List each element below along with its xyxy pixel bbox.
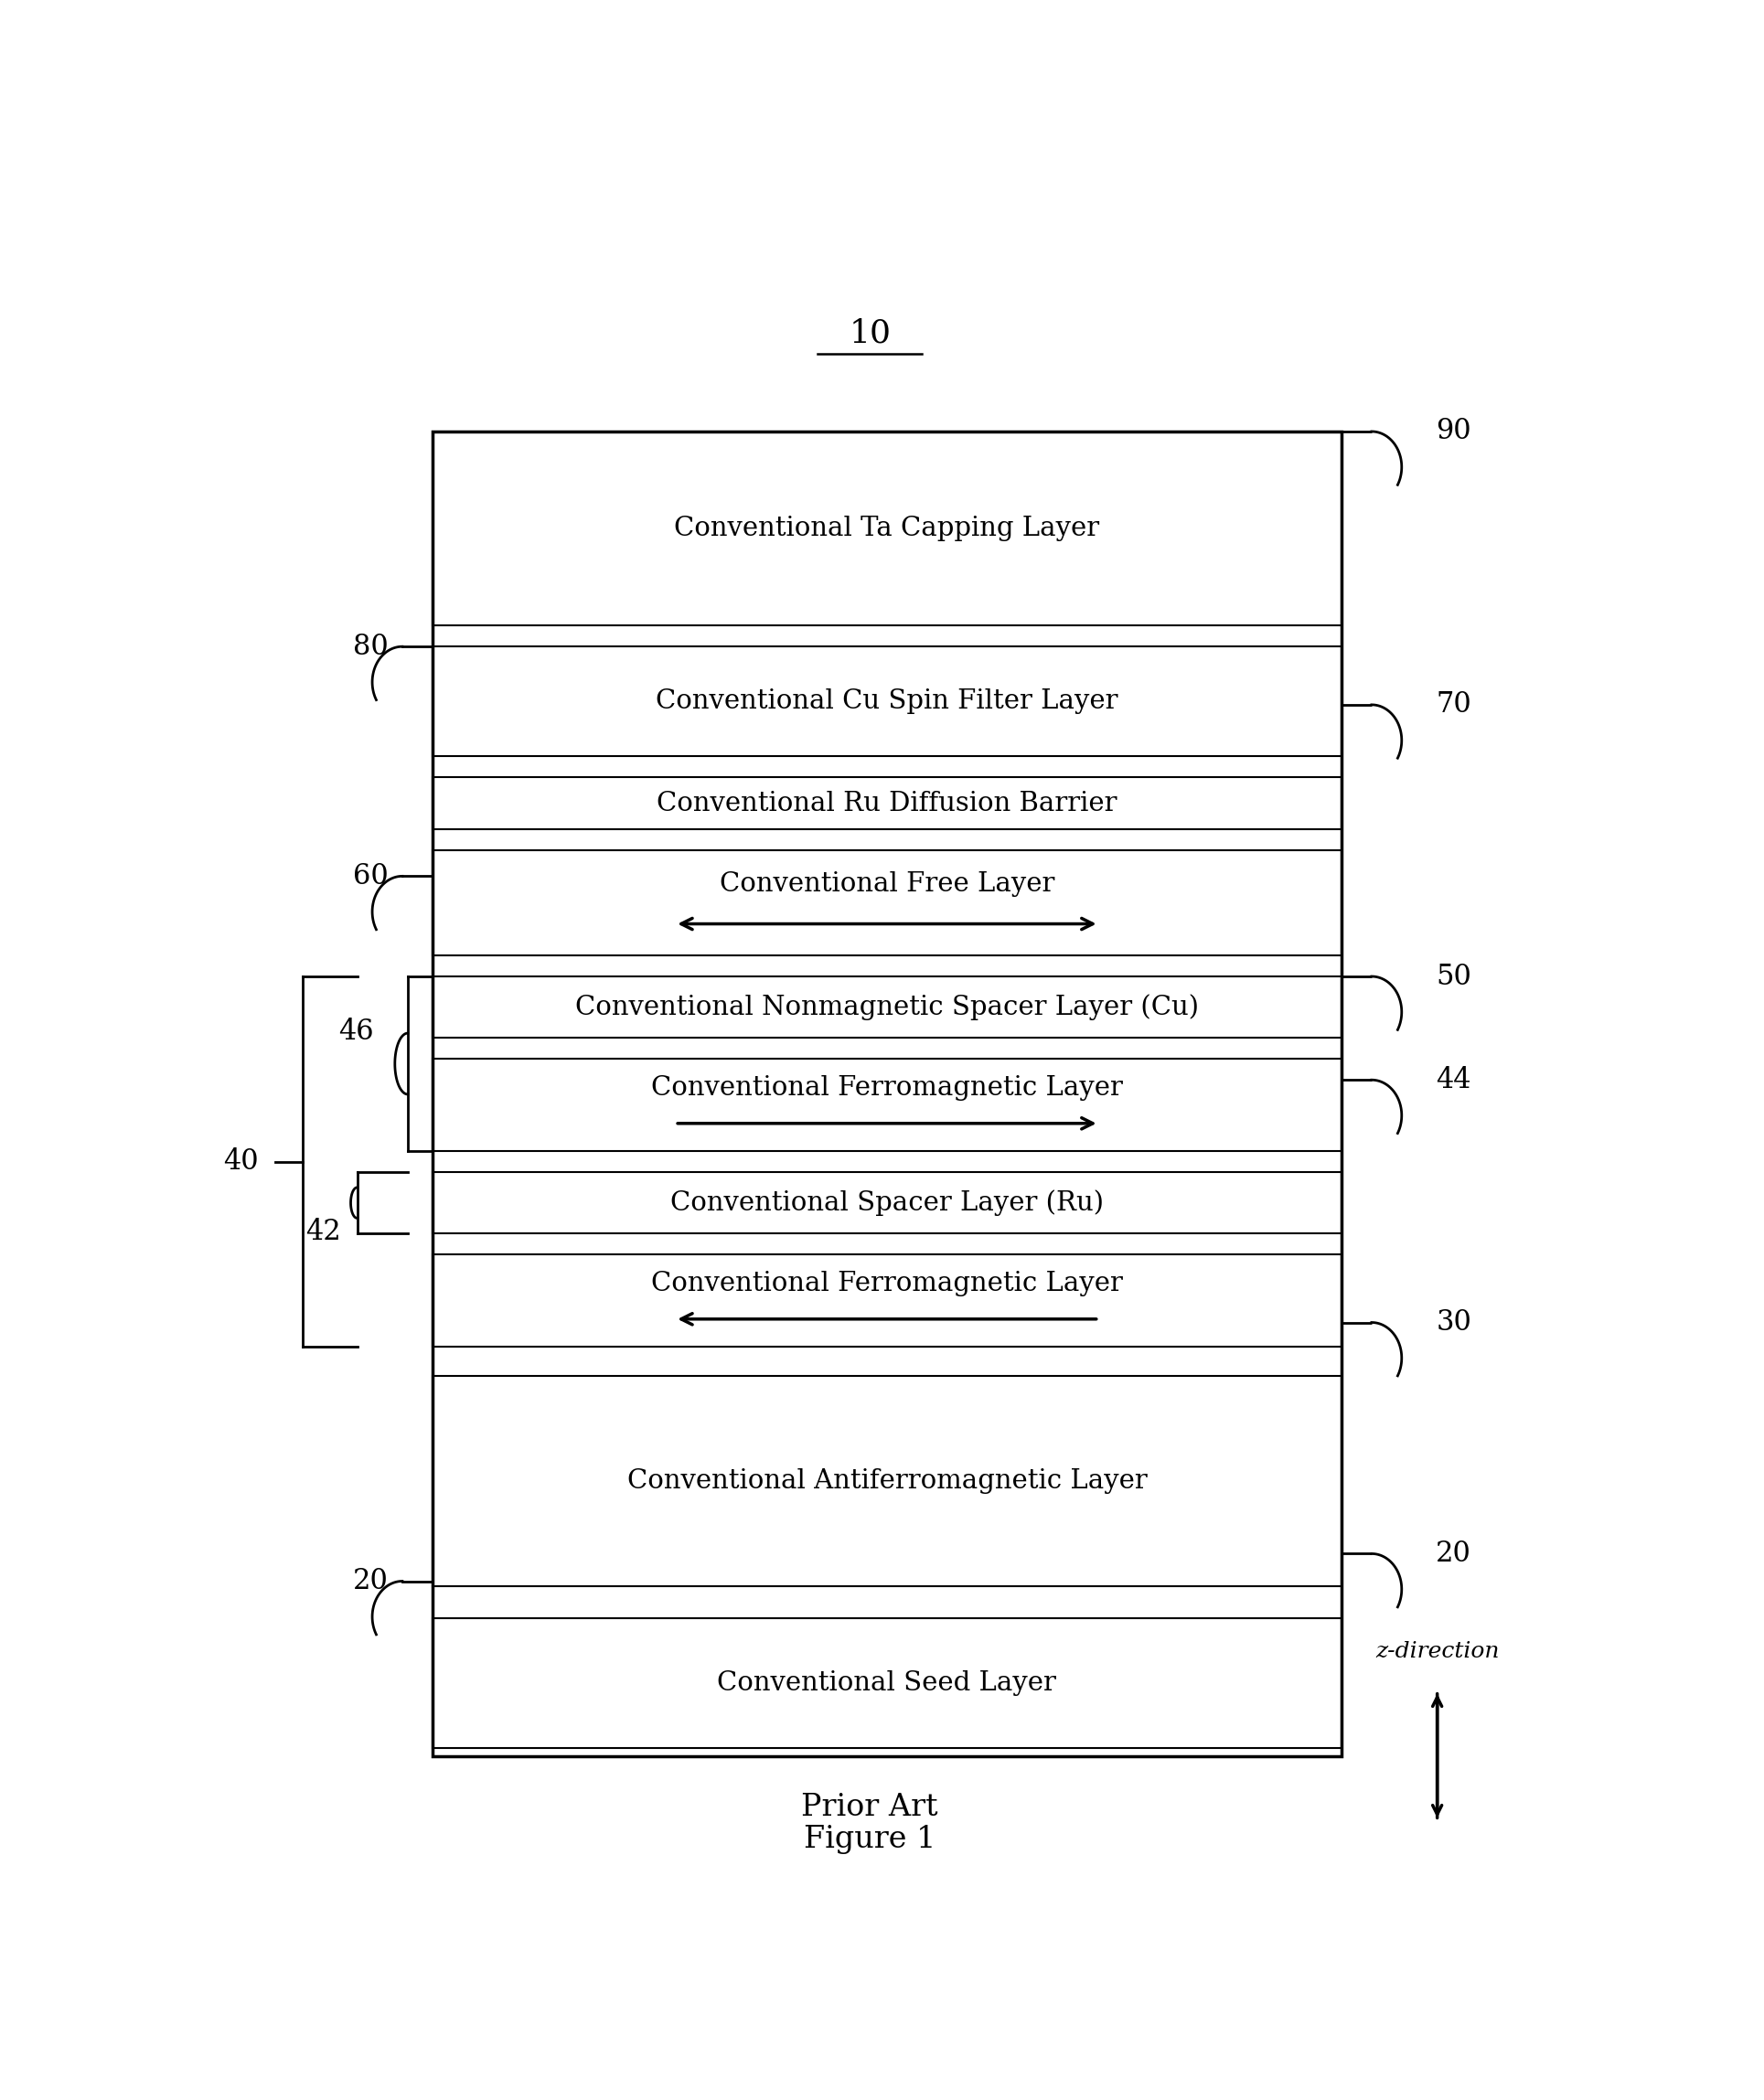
Text: 60: 60 xyxy=(353,861,388,890)
Text: Conventional Ta Capping Layer: Conventional Ta Capping Layer xyxy=(674,517,1099,542)
Text: Figure 1: Figure 1 xyxy=(804,1825,937,1854)
Text: 50: 50 xyxy=(1436,962,1471,991)
Text: Conventional Ferromagnetic Layer: Conventional Ferromagnetic Layer xyxy=(651,1075,1124,1100)
Text: Conventional Seed Layer: Conventional Seed Layer xyxy=(718,1670,1057,1697)
Text: Conventional Nonmagnetic Spacer Layer (Cu): Conventional Nonmagnetic Spacer Layer (C… xyxy=(575,993,1200,1021)
Bar xyxy=(432,430,1341,626)
Bar xyxy=(432,976,1341,1037)
Text: Conventional Cu Spin Filter Layer: Conventional Cu Spin Filter Layer xyxy=(656,689,1118,714)
Text: 20: 20 xyxy=(1436,1539,1471,1569)
Text: 10: 10 xyxy=(848,317,891,349)
Text: z-direction: z-direction xyxy=(1376,1640,1499,1661)
Text: 80: 80 xyxy=(353,632,388,662)
Bar xyxy=(432,647,1341,756)
Text: 70: 70 xyxy=(1436,691,1471,718)
Bar xyxy=(432,777,1341,830)
Bar xyxy=(432,851,1341,956)
Bar xyxy=(432,1058,1341,1151)
Text: 40: 40 xyxy=(224,1147,259,1176)
Text: Prior Art: Prior Art xyxy=(801,1793,938,1823)
Text: Conventional Spacer Layer (Ru): Conventional Spacer Layer (Ru) xyxy=(670,1189,1104,1216)
Bar xyxy=(432,1619,1341,1747)
Bar xyxy=(432,1172,1341,1233)
Text: Conventional Ru Diffusion Barrier: Conventional Ru Diffusion Barrier xyxy=(656,790,1117,817)
Text: 30: 30 xyxy=(1436,1308,1471,1336)
Text: 90: 90 xyxy=(1436,418,1471,445)
Text: Conventional Free Layer: Conventional Free Layer xyxy=(720,872,1055,897)
Text: 46: 46 xyxy=(339,1016,374,1046)
Text: 44: 44 xyxy=(1436,1065,1471,1094)
Bar xyxy=(432,430,1341,1756)
Text: 20: 20 xyxy=(353,1567,388,1596)
Text: Conventional Ferromagnetic Layer: Conventional Ferromagnetic Layer xyxy=(651,1270,1124,1298)
Text: 42: 42 xyxy=(305,1218,340,1245)
Text: Conventional Antiferromagnetic Layer: Conventional Antiferromagnetic Layer xyxy=(626,1468,1147,1493)
Bar xyxy=(432,1254,1341,1346)
Bar xyxy=(432,1376,1341,1586)
